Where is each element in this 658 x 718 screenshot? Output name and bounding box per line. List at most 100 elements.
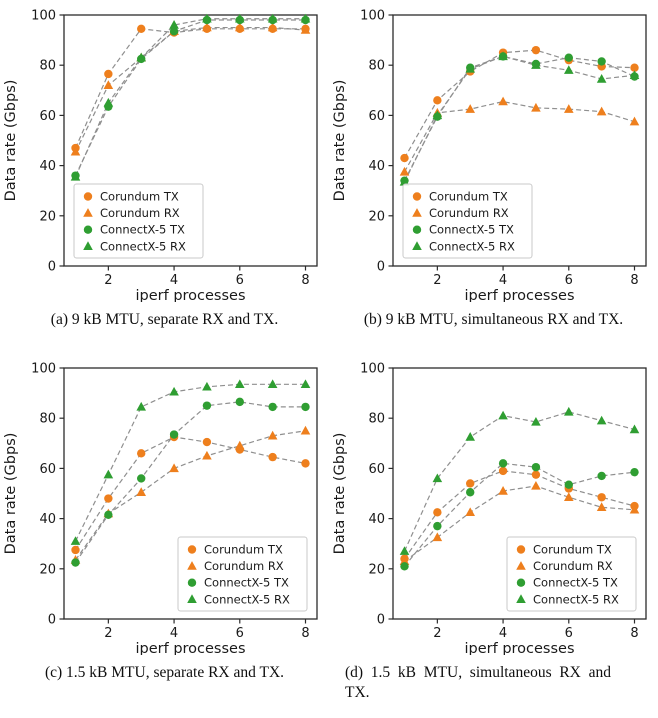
- x-tick-label: 4: [170, 626, 178, 641]
- x-tick-label: 2: [104, 273, 112, 288]
- circle-marker: [433, 96, 442, 105]
- circle-marker: [268, 453, 277, 462]
- circle-marker: [597, 57, 606, 66]
- triangle-marker: [465, 432, 476, 442]
- triangle-marker: [399, 556, 410, 566]
- triangle-marker: [267, 13, 278, 23]
- x-tick-label: 8: [630, 626, 638, 641]
- circle-marker: [202, 401, 212, 411]
- x-axis-label: iperf processes: [464, 641, 574, 655]
- x-tick-label: 8: [301, 626, 309, 641]
- series-lines: [403, 49, 635, 183]
- circle-marker: [104, 69, 113, 79]
- legend-triangle-icon: [412, 208, 422, 217]
- circle-marker: [137, 449, 146, 458]
- series-connectx-5-rx: [399, 407, 640, 556]
- triangle-marker: [629, 116, 640, 126]
- triangle-marker: [267, 22, 278, 32]
- triangle-marker: [136, 52, 147, 62]
- y-tick-label: 20: [368, 209, 385, 224]
- y-tick-label: 20: [39, 209, 56, 224]
- series-connectx-5-rx: [70, 13, 311, 181]
- triangle-marker: [70, 146, 81, 156]
- triangle-marker: [531, 60, 541, 69]
- legend-triangle-icon: [516, 594, 526, 604]
- y-axis: 0 20 40 60 80 100: [360, 9, 393, 275]
- triangle-marker: [432, 110, 443, 120]
- y-tick-label: 80: [368, 59, 385, 74]
- figure-grid: 0 20 40 60 80 100 2 4 6 8 iperf processes Data rate…: [0, 9, 647, 701]
- circle-marker: [466, 488, 475, 497]
- y-axis-label: Data rate (Gbps): [332, 80, 348, 202]
- circle-marker: [531, 463, 541, 472]
- circle-marker: [498, 467, 508, 476]
- triangle-marker: [103, 97, 114, 107]
- plot-frame: [63, 14, 318, 267]
- series-connectx-5-tx: [71, 398, 310, 568]
- series-line-corundum-rx: [75, 430, 306, 561]
- triangle-marker: [596, 502, 607, 512]
- y-tick-label: 0: [48, 260, 56, 275]
- legend-triangle-icon: [412, 241, 422, 250]
- triangle-marker: [465, 507, 476, 517]
- triangle-marker: [563, 407, 574, 416]
- y-tick-label: 40: [368, 159, 385, 174]
- legend-circle-icon: [412, 192, 422, 201]
- circle-marker: [235, 398, 244, 407]
- legend-circle-icon: [516, 545, 526, 555]
- y-tick-label: 40: [39, 512, 56, 527]
- triangle-marker: [234, 379, 245, 389]
- y-tick-label: 80: [39, 412, 56, 427]
- x-axis-label: iperf processes: [135, 288, 245, 302]
- legend: Corundum TX Corundum RX ConnectX-5 TX Conne…: [177, 536, 308, 612]
- triangle-marker: [399, 166, 410, 176]
- series-line-connectx-5-rx: [403, 411, 635, 552]
- y-tick-label: 100: [360, 9, 385, 24]
- subplot-a-plot: 0 20 40 60 80 100 2 4 6 8 iperf processes Data rate…: [3, 9, 318, 302]
- legend-circle-icon: [83, 225, 93, 234]
- triangle-marker: [498, 486, 508, 496]
- circle-marker: [71, 558, 80, 568]
- x-tick-label: 2: [104, 626, 112, 641]
- legend-circle-icon: [516, 578, 526, 588]
- legend-circle-icon: [187, 578, 197, 588]
- subplot-d-plot: 0 20 40 60 80 100 2 4 6 8 iperf processes Data rate…: [332, 362, 647, 655]
- plot-frame: [392, 367, 647, 621]
- series-lines: [403, 411, 635, 568]
- circle-marker: [433, 508, 442, 517]
- triangle-marker: [629, 505, 640, 514]
- legend-label: ConnectX-5 TX: [100, 223, 185, 237]
- triangle-marker: [465, 104, 476, 113]
- legend-box: [177, 536, 308, 612]
- triangle-marker: [596, 416, 607, 425]
- legend-triangle-icon: [187, 594, 197, 604]
- triangle-marker: [234, 22, 245, 32]
- triangle-marker: [432, 532, 443, 542]
- series-lines: [74, 384, 306, 564]
- legend-box: [506, 536, 637, 612]
- legend-triangle-icon: [83, 208, 93, 217]
- legend-label: Corundum TX: [204, 543, 283, 557]
- circle-marker: [169, 430, 179, 440]
- legend-label: ConnectX-5 RX: [533, 593, 619, 607]
- triangle-marker: [432, 473, 443, 483]
- triangle-marker: [596, 106, 607, 116]
- y-tick-label: 0: [377, 613, 385, 628]
- triangle-marker: [563, 104, 574, 113]
- subplot-c-panel: 0 20 40 60 80 100 2 4 6 8 iperf processes Data rate…: [0, 355, 329, 682]
- triangle-marker: [498, 411, 508, 420]
- subplot-a-caption: (a) 9 kB MTU, separate RX and TX.: [50, 311, 279, 328]
- y-tick-label: 80: [39, 59, 56, 74]
- circle-marker: [301, 459, 310, 468]
- x-axis: 2 4 6 8: [433, 266, 639, 288]
- series-line-corundum-tx: [403, 49, 635, 159]
- circle-marker: [104, 511, 113, 520]
- series-line-corundum-rx: [403, 100, 635, 173]
- circle-marker: [400, 153, 409, 163]
- subplot-b-plot: 0 20 40 60 80 100 2 4 6 8 iperf processes Data rate…: [332, 9, 647, 302]
- legend-label: ConnectX-5 TX: [533, 576, 618, 590]
- triangle-marker: [103, 80, 114, 89]
- circle-marker: [169, 27, 179, 36]
- circle-marker: [630, 63, 639, 72]
- triangle-marker: [531, 481, 541, 491]
